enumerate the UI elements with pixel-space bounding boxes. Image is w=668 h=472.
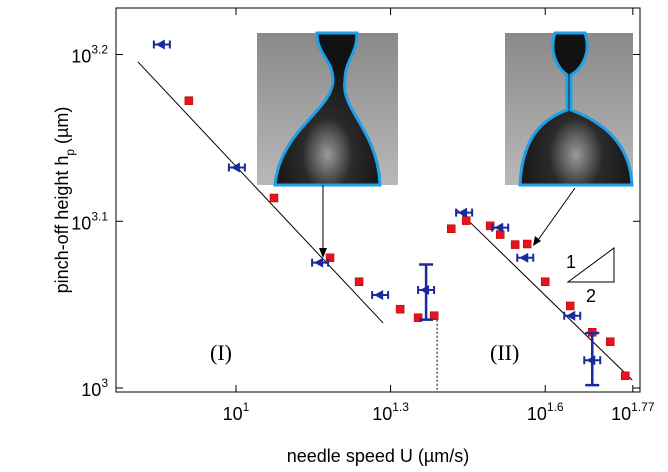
inset-image-1 bbox=[257, 31, 398, 187]
x-tick-label: 101.6 bbox=[527, 400, 564, 424]
data-point bbox=[566, 310, 576, 321]
data-point bbox=[540, 277, 550, 287]
data-point bbox=[485, 221, 495, 231]
data-point bbox=[586, 355, 596, 366]
data-point bbox=[314, 257, 324, 268]
x-tick-label: 101 bbox=[223, 400, 250, 424]
data-point bbox=[606, 337, 615, 346]
y-tick-label: 103 bbox=[81, 376, 108, 400]
data-point bbox=[565, 301, 575, 311]
data-point bbox=[420, 284, 430, 295]
arrow-head bbox=[319, 248, 327, 258]
annotation: (I) bbox=[210, 340, 232, 365]
x-tick-label: 101.3 bbox=[372, 400, 409, 424]
arrow bbox=[537, 187, 576, 241]
data-point bbox=[429, 311, 439, 320]
data-point bbox=[510, 240, 520, 249]
data-point bbox=[155, 39, 165, 50]
data-point bbox=[446, 224, 456, 233]
data-point bbox=[184, 96, 194, 105]
fit-line bbox=[456, 209, 633, 381]
plot-frame bbox=[115, 7, 641, 393]
annotation: (II) bbox=[490, 340, 519, 365]
data-point bbox=[621, 371, 630, 381]
inset-image-2 bbox=[505, 31, 634, 187]
slope-triangle bbox=[566, 247, 615, 283]
data-point bbox=[354, 277, 364, 287]
slope-label: 2 bbox=[586, 286, 596, 306]
data-point bbox=[325, 253, 335, 263]
x-axis-label: needle speed U (µm/s) bbox=[287, 446, 469, 466]
data-point bbox=[522, 239, 532, 249]
data-point bbox=[494, 222, 504, 233]
data-point bbox=[374, 290, 384, 301]
x-tick-label: 101.77 bbox=[611, 400, 655, 424]
slope-label: 1 bbox=[566, 252, 576, 272]
data-point bbox=[269, 193, 279, 203]
y-tick-label: 103.2 bbox=[71, 42, 108, 66]
y-tick-label: 103.1 bbox=[71, 209, 108, 233]
data-point bbox=[458, 207, 468, 218]
fit-line bbox=[137, 61, 384, 324]
arrow-head bbox=[533, 236, 541, 246]
data-point bbox=[519, 252, 529, 263]
data-point bbox=[461, 216, 471, 225]
data-point bbox=[395, 304, 405, 314]
data-point bbox=[413, 313, 423, 322]
data-point bbox=[230, 162, 240, 173]
y-axis-label: pinch-off height hp (µm) bbox=[52, 107, 77, 294]
